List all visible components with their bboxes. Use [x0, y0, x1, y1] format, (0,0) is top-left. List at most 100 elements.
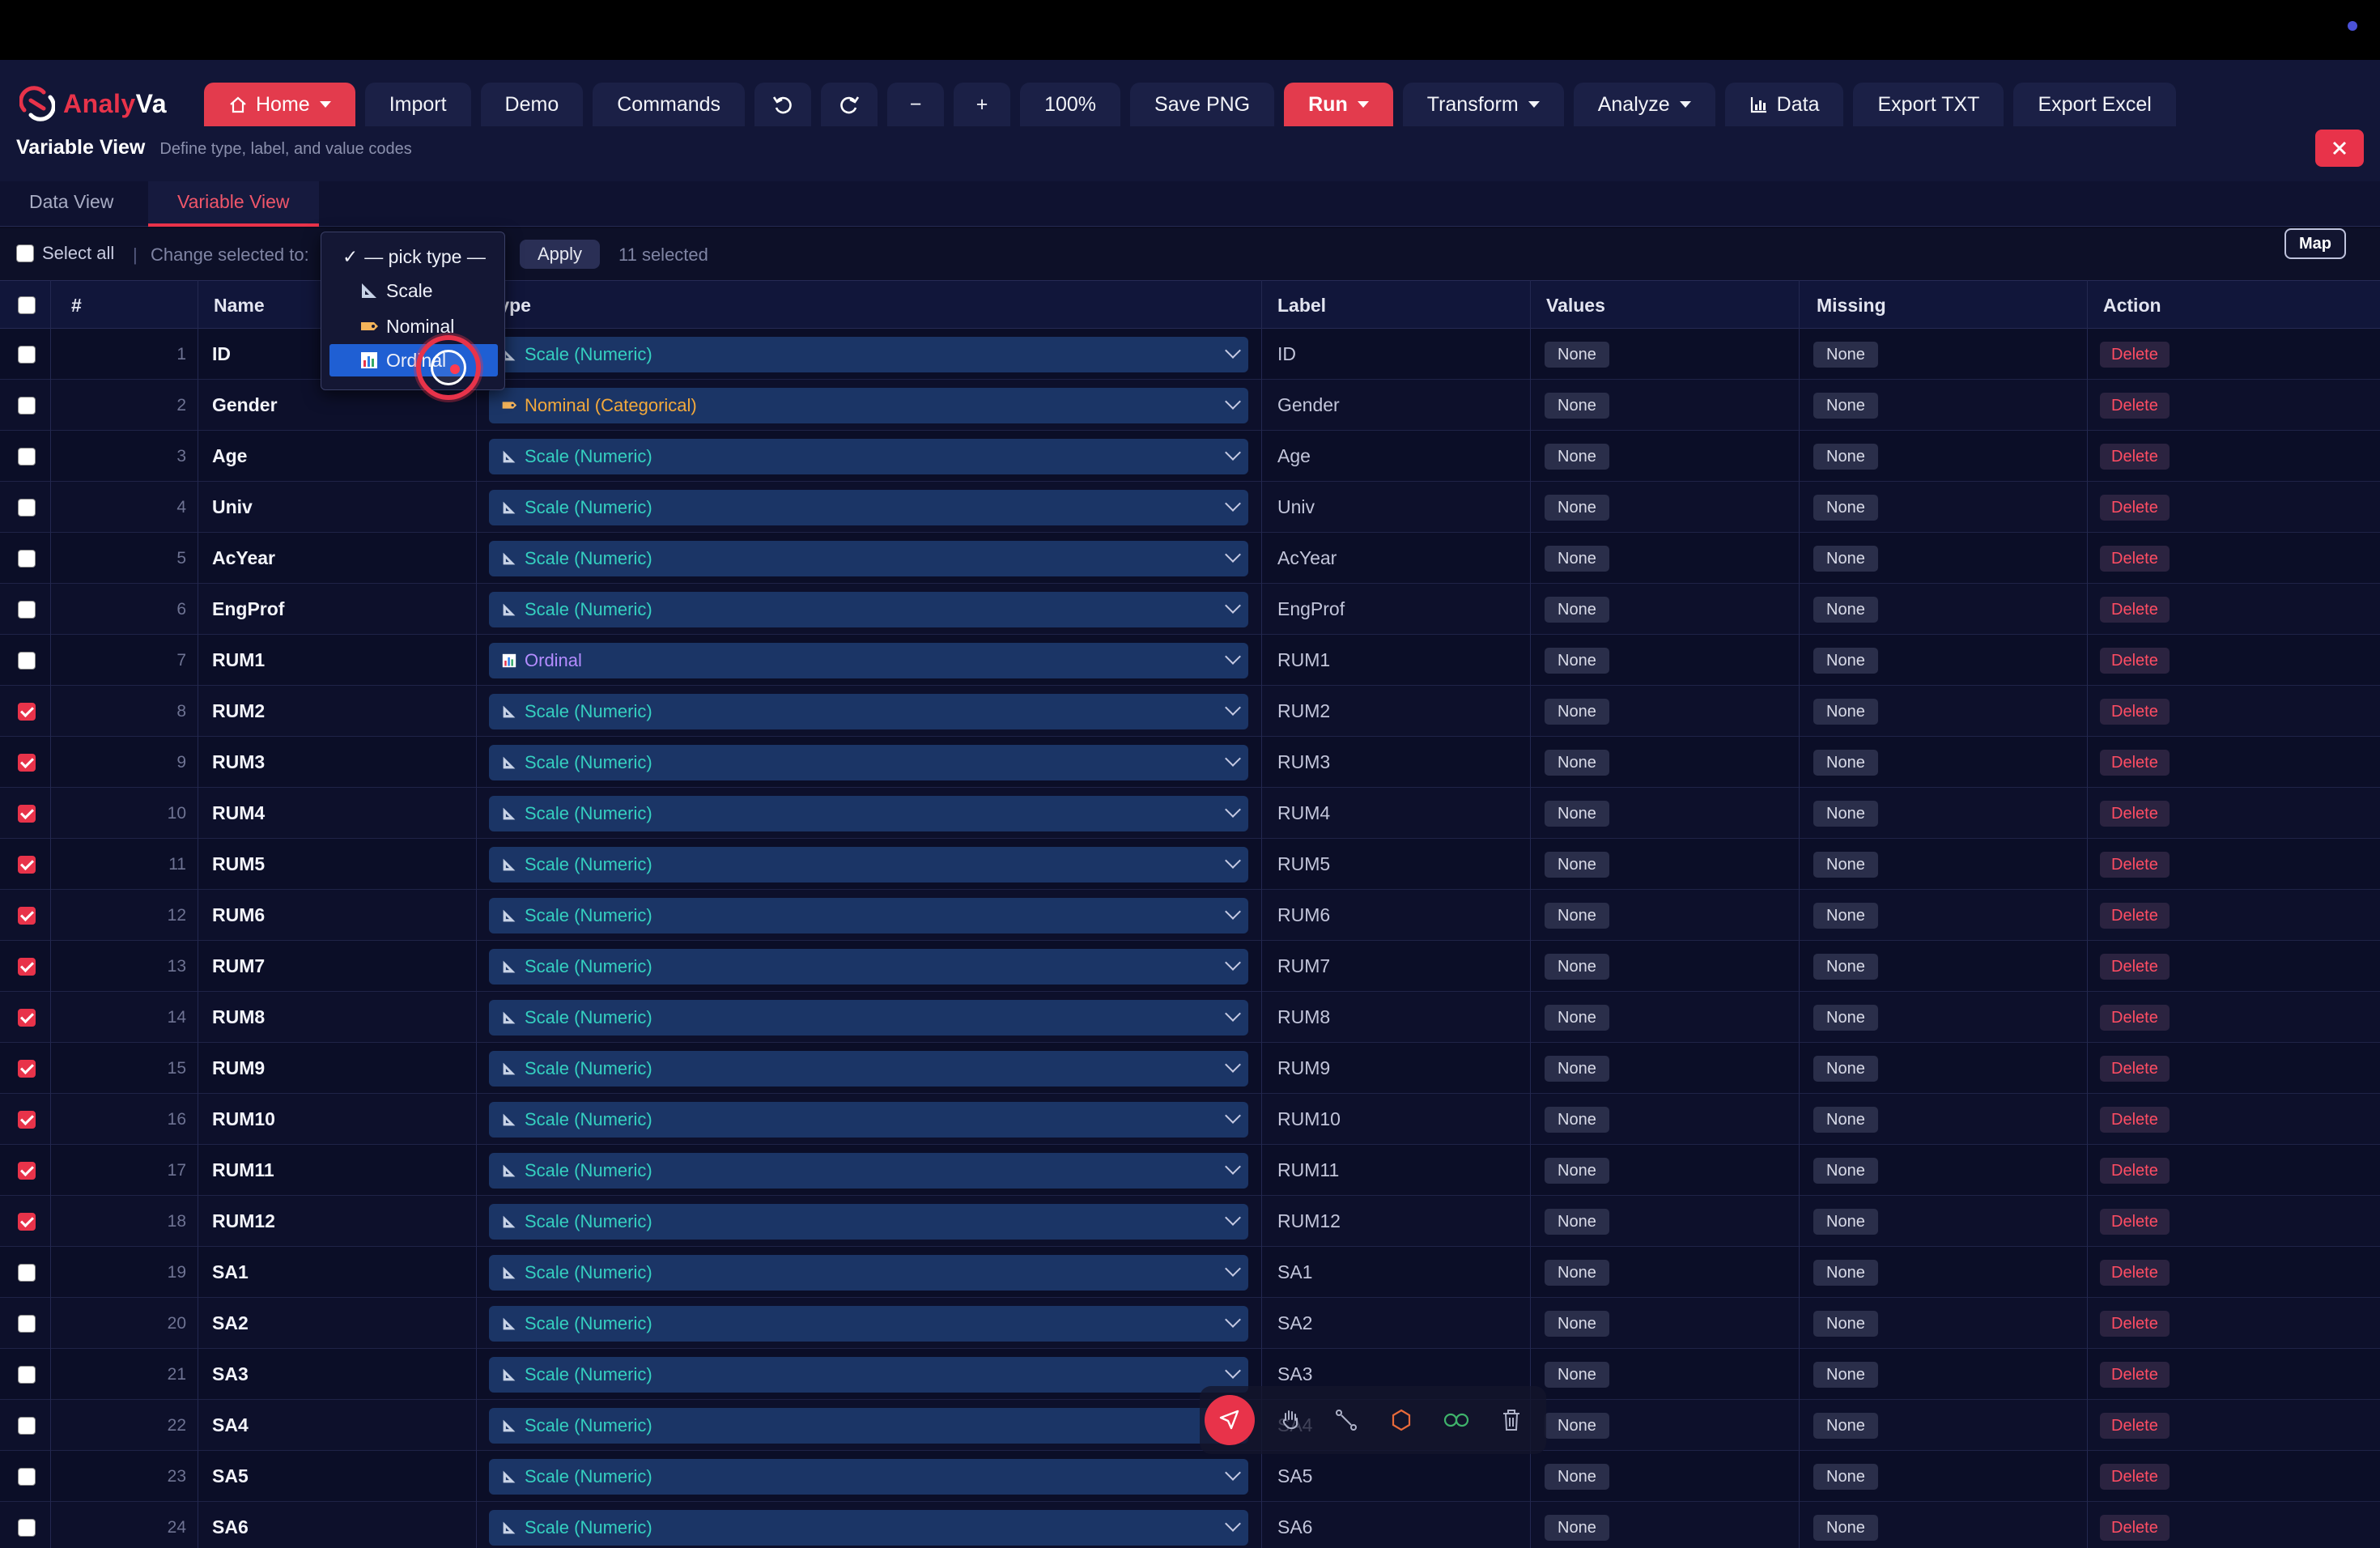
delete-button[interactable]: Delete [2100, 902, 2170, 929]
row-checkbox[interactable] [18, 804, 36, 823]
values-button[interactable]: None [1545, 545, 1609, 572]
delete-button[interactable]: Delete [2100, 545, 2170, 572]
missing-button[interactable]: None [1813, 800, 1878, 827]
row-checkbox[interactable] [18, 447, 36, 466]
type-select[interactable]: Scale (Numeric) [489, 438, 1248, 474]
variable-label[interactable]: RUM7 [1277, 955, 1331, 976]
variable-name[interactable]: RUM4 [212, 802, 266, 823]
missing-button[interactable]: None [1813, 1514, 1878, 1541]
type-select[interactable]: Scale (Numeric) [489, 1356, 1248, 1393]
missing-button[interactable]: None [1813, 545, 1878, 572]
variable-label[interactable]: RUM9 [1277, 1057, 1331, 1078]
tab-data-view[interactable]: Data View [29, 191, 114, 212]
row-checkbox[interactable] [18, 651, 36, 670]
variable-label[interactable]: RUM10 [1277, 1108, 1341, 1129]
variable-name[interactable]: RUM10 [212, 1108, 275, 1129]
variable-name[interactable]: SA2 [212, 1312, 249, 1333]
apply-button[interactable]: Apply [520, 240, 601, 269]
row-checkbox[interactable] [18, 906, 36, 925]
link-tool-button[interactable] [1438, 1401, 1475, 1439]
type-select[interactable]: Scale (Numeric) [489, 948, 1248, 985]
row-checkbox[interactable] [18, 600, 36, 619]
values-button[interactable]: None [1545, 341, 1609, 368]
row-checkbox[interactable] [18, 396, 36, 415]
commands-button[interactable]: Commands [593, 83, 746, 126]
type-select[interactable]: Scale (Numeric) [489, 1152, 1248, 1189]
variable-label[interactable]: RUM8 [1277, 1006, 1331, 1027]
missing-button[interactable]: None [1813, 647, 1878, 674]
delete-button[interactable]: Delete [2100, 443, 2170, 470]
analyze-menu-button[interactable]: Analyze [1573, 83, 1715, 126]
values-button[interactable]: None [1545, 443, 1609, 470]
values-button[interactable]: None [1545, 1310, 1609, 1337]
row-checkbox[interactable] [18, 1161, 36, 1180]
redo-button[interactable] [821, 83, 878, 126]
row-checkbox[interactable] [18, 1059, 36, 1078]
delete-button[interactable]: Delete [2100, 392, 2170, 419]
import-button[interactable]: Import [364, 83, 471, 126]
select-all-control[interactable]: Select all [16, 243, 114, 264]
type-select[interactable]: Scale (Numeric) [489, 1254, 1248, 1291]
values-button[interactable]: None [1545, 1412, 1609, 1439]
delete-button[interactable]: Delete [2100, 596, 2170, 623]
variable-name[interactable]: SA1 [212, 1261, 249, 1282]
row-checkbox[interactable] [18, 1365, 36, 1384]
values-button[interactable]: None [1545, 1259, 1609, 1286]
transform-menu-button[interactable]: Transform [1402, 83, 1564, 126]
header-name[interactable]: Name [214, 295, 265, 316]
variable-label[interactable]: RUM2 [1277, 700, 1331, 721]
delete-button[interactable]: Delete [2100, 341, 2170, 368]
variable-label[interactable]: SA6 [1277, 1516, 1313, 1537]
values-button[interactable]: None [1545, 1514, 1609, 1541]
data-button[interactable]: Data [1724, 83, 1844, 126]
variable-label[interactable]: SA3 [1277, 1363, 1313, 1384]
header-label[interactable]: Label [1277, 295, 1327, 316]
values-button[interactable]: None [1545, 953, 1609, 980]
type-select[interactable]: Scale (Numeric) [489, 999, 1248, 1036]
row-checkbox[interactable] [18, 1416, 36, 1435]
values-button[interactable]: None [1545, 1208, 1609, 1235]
app-logo[interactable]: AnalyVa [19, 86, 167, 121]
variable-name[interactable]: RUM11 [212, 1159, 274, 1180]
zoom-level-button[interactable]: 100% [1020, 83, 1121, 126]
values-button[interactable]: None [1545, 1106, 1609, 1133]
values-button[interactable]: None [1545, 1004, 1609, 1031]
row-checkbox[interactable] [18, 702, 36, 721]
delete-button[interactable]: Delete [2100, 851, 2170, 878]
delete-button[interactable]: Delete [2100, 647, 2170, 674]
row-checkbox[interactable] [18, 549, 36, 568]
variable-label[interactable]: RUM11 [1277, 1159, 1340, 1180]
row-checkbox[interactable] [18, 1314, 36, 1333]
shape-tool-button[interactable] [1383, 1401, 1420, 1439]
values-button[interactable]: None [1545, 902, 1609, 929]
values-button[interactable]: None [1545, 1361, 1609, 1388]
delete-button[interactable]: Delete [2100, 1361, 2170, 1388]
tab-variable-view[interactable]: Variable View [148, 181, 319, 227]
variable-name[interactable]: RUM8 [212, 1006, 266, 1027]
variable-name[interactable]: RUM6 [212, 904, 266, 925]
variable-label[interactable]: Univ [1277, 496, 1315, 517]
variable-name[interactable]: Gender [212, 394, 278, 415]
connector-tool-button[interactable] [1328, 1401, 1365, 1439]
missing-button[interactable]: None [1813, 953, 1878, 980]
row-checkbox[interactable] [18, 753, 36, 772]
type-select[interactable]: Scale (Numeric) [489, 846, 1248, 882]
row-checkbox[interactable] [18, 1518, 36, 1537]
missing-button[interactable]: None [1813, 902, 1878, 929]
values-button[interactable]: None [1545, 698, 1609, 725]
save-png-button[interactable]: Save PNG [1130, 83, 1275, 126]
missing-button[interactable]: None [1813, 1463, 1878, 1490]
missing-button[interactable]: None [1813, 443, 1878, 470]
missing-button[interactable]: None [1813, 1412, 1878, 1439]
type-select[interactable]: Scale (Numeric) [489, 489, 1248, 525]
variable-name[interactable]: RUM1 [212, 649, 266, 670]
variable-name[interactable]: RUM9 [212, 1057, 266, 1078]
variable-label[interactable]: RUM5 [1277, 853, 1331, 874]
zoom-out-button[interactable]: − [887, 83, 945, 126]
missing-button[interactable]: None [1813, 1361, 1878, 1388]
type-select[interactable]: Scale (Numeric) [489, 1305, 1248, 1342]
values-button[interactable]: None [1545, 800, 1609, 827]
variable-name[interactable]: SA4 [212, 1414, 249, 1435]
pointer-tool-button[interactable] [1205, 1395, 1255, 1445]
missing-button[interactable]: None [1813, 392, 1878, 419]
